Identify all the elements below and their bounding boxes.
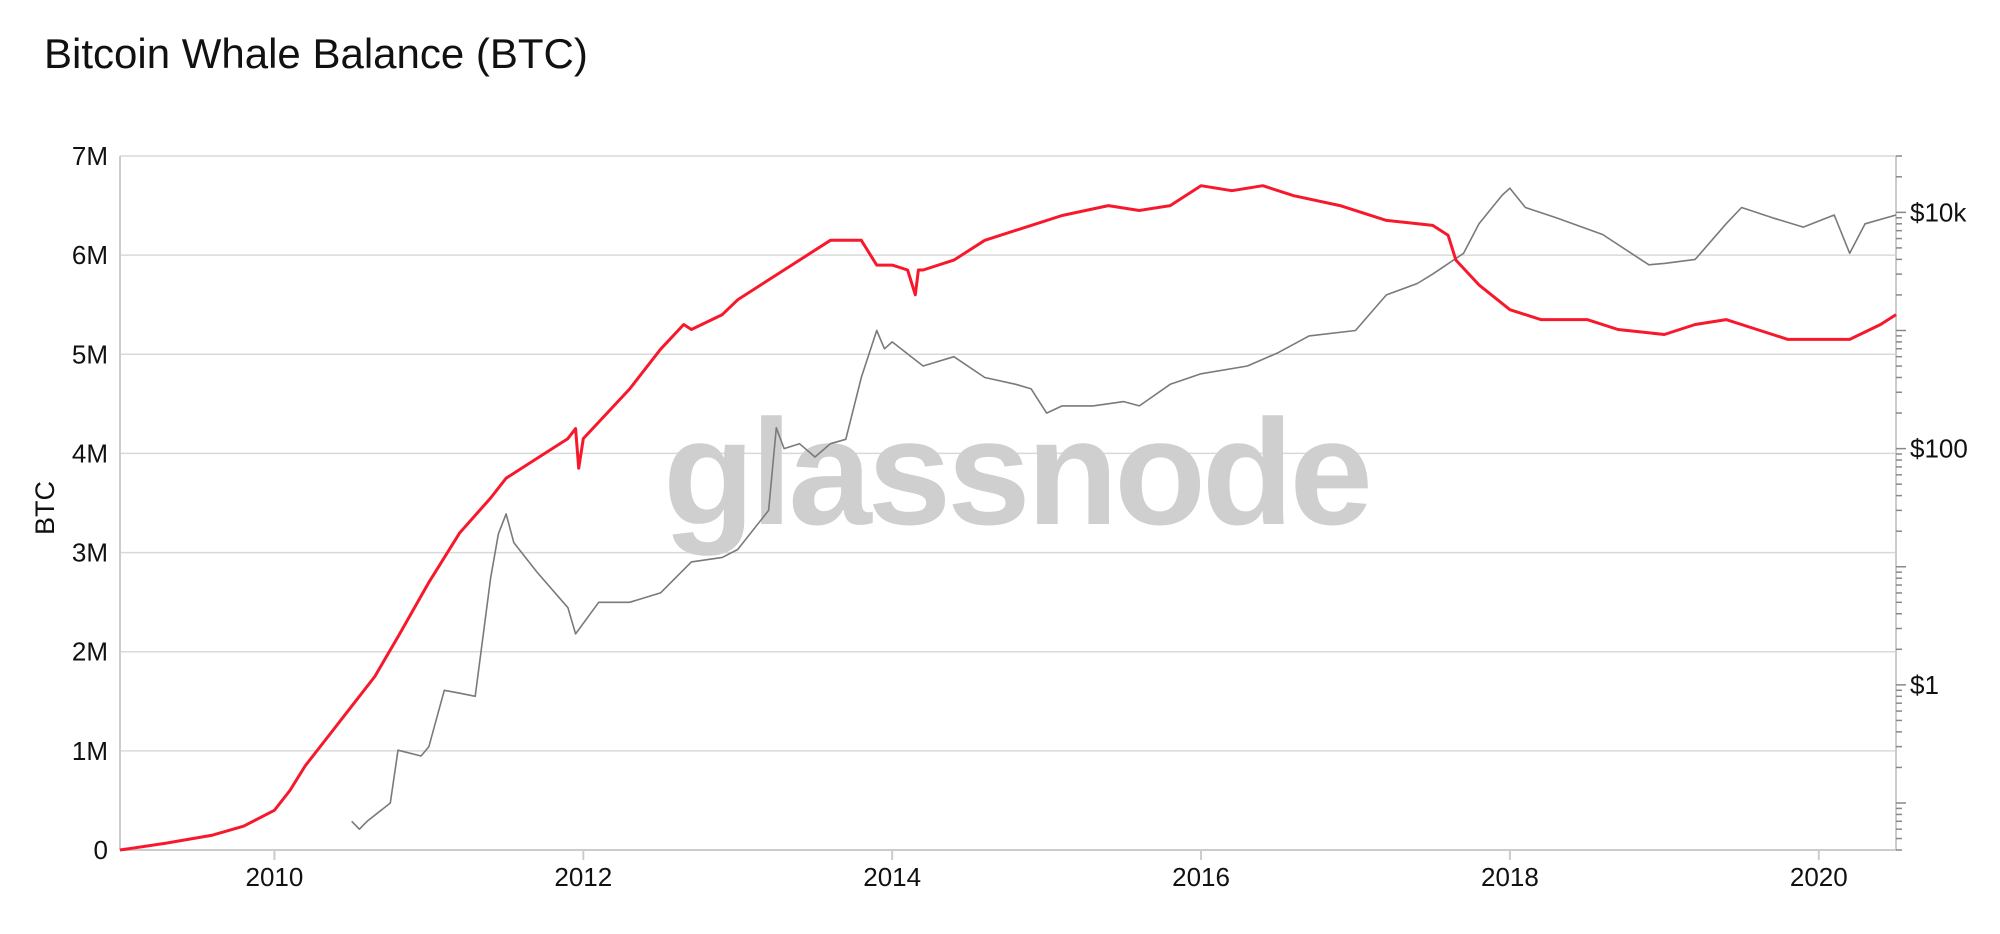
x-tick-label: 2016 <box>1172 862 1230 892</box>
axes <box>119 155 1906 860</box>
price-line <box>351 187 1897 830</box>
y-tick-label: 6M <box>72 240 108 270</box>
y2-tick-label: $100 <box>1910 434 1968 464</box>
y-axis-label: BTC <box>30 481 60 535</box>
y-tick-label: 7M <box>72 141 108 171</box>
watermark: glassnode <box>663 388 1369 556</box>
x-tick-label: 2010 <box>246 862 304 892</box>
grid-lines <box>120 155 1896 752</box>
x-tick-label: 2014 <box>863 862 921 892</box>
y2-tick-label: $10k <box>1910 197 1967 227</box>
x-tick-label: 2018 <box>1481 862 1539 892</box>
y-tick-label: 3M <box>72 538 108 568</box>
y2-tick-label: $1 <box>1910 670 1939 700</box>
y-tick-label: 2M <box>72 637 108 667</box>
tick-labels: 0 1M 2M 3M 4M 5M 6M 7M 2010 2012 2014 2016 2018 2020 $… <box>72 141 1968 892</box>
whale-balance-series <box>119 184 1897 852</box>
x-tick-label: 2020 <box>1790 862 1848 892</box>
price-series <box>351 187 1897 830</box>
chart-title: Bitcoin Whale Balance (BTC) <box>44 30 588 77</box>
y-tick-label: 0 <box>94 835 108 865</box>
y-tick-label: 4M <box>72 438 108 468</box>
y-tick-label: 5M <box>72 339 108 369</box>
whale-balance-line <box>119 184 1897 852</box>
x-tick-label: 2012 <box>554 862 612 892</box>
y-tick-label: 1M <box>72 736 108 766</box>
